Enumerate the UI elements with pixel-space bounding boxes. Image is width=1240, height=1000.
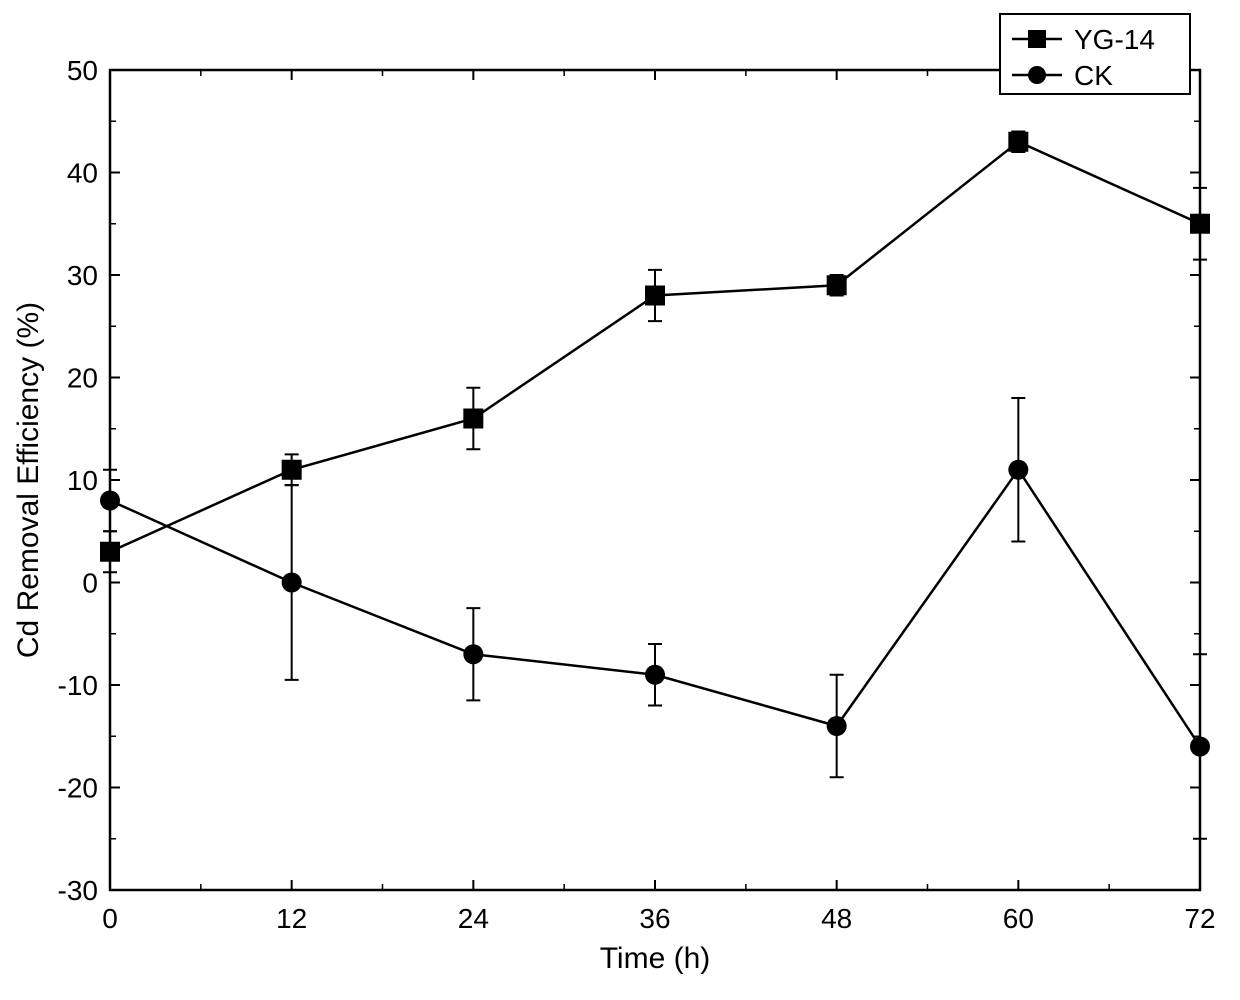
- svg-text:Cd Removal Efficiency (%): Cd Removal Efficiency (%): [12, 302, 45, 658]
- svg-text:CK: CK: [1074, 60, 1113, 91]
- svg-text:48: 48: [821, 903, 852, 934]
- svg-text:60: 60: [1003, 903, 1034, 934]
- svg-text:0: 0: [82, 568, 98, 599]
- svg-text:12: 12: [276, 903, 307, 934]
- svg-text:-10: -10: [58, 670, 98, 701]
- chart-container: 0 12 24 36 48 60 72 -30 -20 -10 0 10 20 30 40 50 Time (h…: [0, 0, 1240, 995]
- svg-text:0: 0: [102, 903, 118, 934]
- svg-text:10: 10: [67, 465, 98, 496]
- svg-text:30: 30: [67, 260, 98, 291]
- svg-text:24: 24: [458, 903, 489, 934]
- svg-text:YG-14: YG-14: [1074, 24, 1155, 55]
- svg-text:36: 36: [639, 903, 670, 934]
- svg-text:-30: -30: [58, 875, 98, 906]
- svg-text:Time (h): Time (h): [600, 942, 711, 975]
- svg-text:50: 50: [67, 55, 98, 86]
- svg-text:20: 20: [67, 363, 98, 394]
- chart-svg: 0 12 24 36 48 60 72 -30 -20 -10 0 10 20 30 40 50 Time (h…: [0, 0, 1240, 995]
- svg-text:72: 72: [1184, 903, 1215, 934]
- svg-text:40: 40: [67, 158, 98, 189]
- svg-text:-20: -20: [58, 773, 98, 804]
